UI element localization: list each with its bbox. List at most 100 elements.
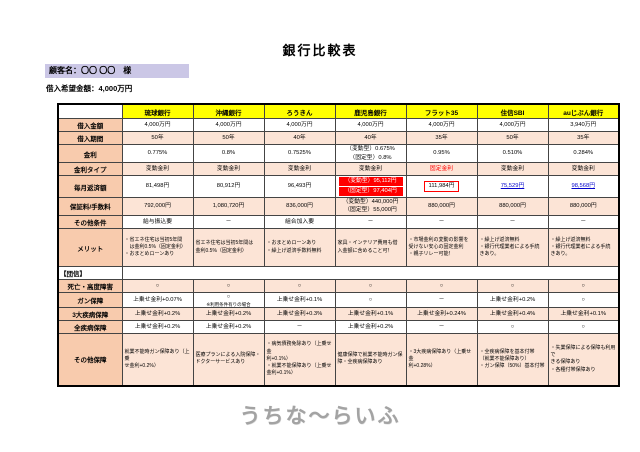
cell-text: ・おまとめローンあり xyxy=(124,251,175,258)
table-cell: 上乗せ金利+0.2% xyxy=(334,320,407,335)
cell-text: ○ xyxy=(368,296,373,303)
cell-text: ・繰上げ返済手数料無料 xyxy=(266,247,322,254)
table-cell: 3,940万円 xyxy=(547,118,620,132)
table-cell: 1,080,720円 xyxy=(192,196,265,217)
cell-text: ・銀行代理業者による手続 xyxy=(550,244,611,250)
row-label: 全疾病保障 xyxy=(57,320,123,335)
cell-text: 上乗せ金利+0.2% xyxy=(134,323,181,330)
row-label: 保証料/手数料 xyxy=(57,196,123,217)
cell-text: ○ xyxy=(581,323,585,330)
table-cell: 0.510% xyxy=(476,143,549,164)
cell-text: 変動金利 xyxy=(287,166,312,173)
table-cell[interactable]: 75,529円 xyxy=(476,175,549,198)
table-cell: 50年 xyxy=(121,131,194,145)
cell-text: ○ xyxy=(581,296,585,303)
cell-text: 利+0.28%） xyxy=(408,363,436,370)
cell-text: 健康保障で就業不能時ガン保 xyxy=(337,352,403,359)
row-label: メリット xyxy=(57,228,123,268)
table-cell: 変動金利 xyxy=(334,162,407,177)
cell-text: 上乗せ金利+0.2% xyxy=(134,310,181,317)
row-label: 借入期間 xyxy=(57,131,123,145)
cell-text: 96,493円 xyxy=(287,183,312,190)
table-cell: 836,000円 xyxy=(263,196,336,217)
cell-text: 880,000円 xyxy=(499,203,526,210)
table-cell: 上乗せ金利+0.2% xyxy=(121,320,194,335)
table-cell: ・おまとめローンあり ・繰上げ返済手数料無料 xyxy=(263,228,336,268)
bank-header-cell: auじぶん銀行 xyxy=(547,103,620,119)
table-cell: 上乗せ金利+0.2% xyxy=(476,292,549,309)
cell-text: ○ xyxy=(226,282,231,289)
table-cell: 組合加入要 xyxy=(263,215,336,230)
table-cell: 80,912円 xyxy=(192,175,265,198)
table-cell: 変動金利 xyxy=(121,162,194,177)
cell-text: 障・全疾病保障あり xyxy=(337,359,383,366)
cell-text: ・病気債務免除あり（上乗せ金 xyxy=(266,341,332,355)
table-cell: 0.8% xyxy=(192,143,265,164)
table-cell: 81,498円 xyxy=(121,175,194,198)
row-label: その他条件 xyxy=(57,215,123,230)
table-cell: ・市場金利の変動の影響を 受けない安心の固定金利 ・親子リレー可能！ xyxy=(405,228,478,268)
cell-text: ・市場金利の変動の影響を xyxy=(408,236,469,243)
cell-text: 上乗せ金利+0.1% xyxy=(276,296,323,303)
table-cell: （変動型）95,112円 （固定型）97,404円 xyxy=(334,175,407,198)
cell-text: 家具・インテリア費用も借 xyxy=(337,240,398,247)
cell-text: 35年 xyxy=(435,134,448,141)
cell-text: ・おまとめローンあり xyxy=(266,240,317,247)
cell-text: 4,000万円 xyxy=(499,121,526,128)
cell-text: 上乗せ金利+0.2% xyxy=(205,310,252,317)
table-row: 借入金額 4,000万円 4,000万円 4,000万円 4,000万円 4,000万円 4… xyxy=(57,118,620,132)
cell-text: － xyxy=(438,218,445,225)
cell-text: 上乗せ金利+0.1% xyxy=(347,310,394,317)
table-cell: 4,000万円 xyxy=(405,118,478,132)
table-cell: 変動金利 xyxy=(476,162,549,177)
table-cell: ○ xyxy=(547,320,620,335)
cell-text: ○ xyxy=(439,282,444,289)
row-label: その他保障 xyxy=(57,333,123,387)
cell-text: ・繰上げ返済無料 xyxy=(479,236,520,243)
table-cell: ・失業保障による保障も利用で きる保障あり ・各種付帯保障あり xyxy=(547,333,620,387)
cell-text: ○ xyxy=(368,282,373,289)
table-cell: － xyxy=(476,215,549,230)
table-cell: 4,000万円 xyxy=(121,118,194,132)
table-cell: ○ xyxy=(547,279,620,294)
table-cell: 96,493円 xyxy=(263,175,336,198)
table-cell: 省エネ住宅は当初5年間は 金利0.5%（固定金利） xyxy=(192,228,265,268)
cell-text: ・各種付帯保障あり xyxy=(550,366,596,373)
cell-text: 受けない安心の固定金利 xyxy=(408,244,464,250)
cell-text: 上乗せ金利+0.07% xyxy=(133,296,182,303)
cell-text: 98,568円 xyxy=(571,183,596,190)
table-cell: 50年 xyxy=(192,131,265,145)
row-label: 金利 xyxy=(57,143,123,164)
bank-header-cell: 鹿児島銀行 xyxy=(334,103,407,119)
table-row: 死亡・高度障害 ○ ○ ○ ○ ○ ○ ○ xyxy=(57,279,620,294)
cell-text: 利+0.1%） xyxy=(266,355,291,362)
footer-watermark-logo: うちな～らいふ xyxy=(239,405,401,428)
table-row: 3大疾病保障 上乗せ金利+0.2% 上乗せ金利+0.2% 上乗せ金利+0.3% 上乗せ金… xyxy=(57,307,620,322)
table-cell: 固定金利 xyxy=(405,162,478,177)
table-cell: － xyxy=(547,215,620,230)
table-cell[interactable]: 98,568円 xyxy=(547,175,620,198)
comparison-table: 琉球銀行 沖縄銀行 ろうきん 鹿児島銀行 フラット35 住信SBI auじぶん銀行 借入金額 4… xyxy=(57,103,620,387)
row-label: 死亡・高度障害 xyxy=(57,279,123,294)
table-cell: 0.284% xyxy=(547,143,620,164)
table-cell: 上乗せ金利+0.24% xyxy=(405,307,478,322)
table-cell: ・全疾病保障を基本付帯 （就業不能保障あり） ・ガン保障（50%）基本付帯 xyxy=(476,333,549,387)
table-row: 金利 0.775% 0.8% 0.7525% （変動型）0.675% （固定型）0.8% 0… xyxy=(57,143,620,164)
cell-text: 0.8% xyxy=(221,150,236,157)
cell-text: は金利0.5%（固定金利） xyxy=(124,244,186,250)
cell-text: 80,912円 xyxy=(216,183,241,190)
table-cell: 0.95% xyxy=(405,143,478,164)
cell-text: ・省エネ住宅は当初5年間 xyxy=(124,236,183,243)
cell-text: 省エネ住宅は当初5年間は xyxy=(195,240,254,247)
table-cell: － xyxy=(405,292,478,309)
cell-text: 111,984円 xyxy=(423,181,460,192)
cell-text: 変動金利 xyxy=(571,166,595,173)
cell-text: ・親子リレー可能！ xyxy=(408,251,454,258)
corner-cell xyxy=(57,103,123,119)
bank-header-cell: フラット35 xyxy=(405,103,478,119)
table-cell: － xyxy=(334,215,407,230)
table-cell: 上乗せ金利+0.1% xyxy=(263,292,336,309)
bank-header-cell: 沖縄銀行 xyxy=(192,103,265,119)
cell-text: 4,000万円 xyxy=(357,121,384,128)
cell-text: 880,000円 xyxy=(428,203,455,210)
